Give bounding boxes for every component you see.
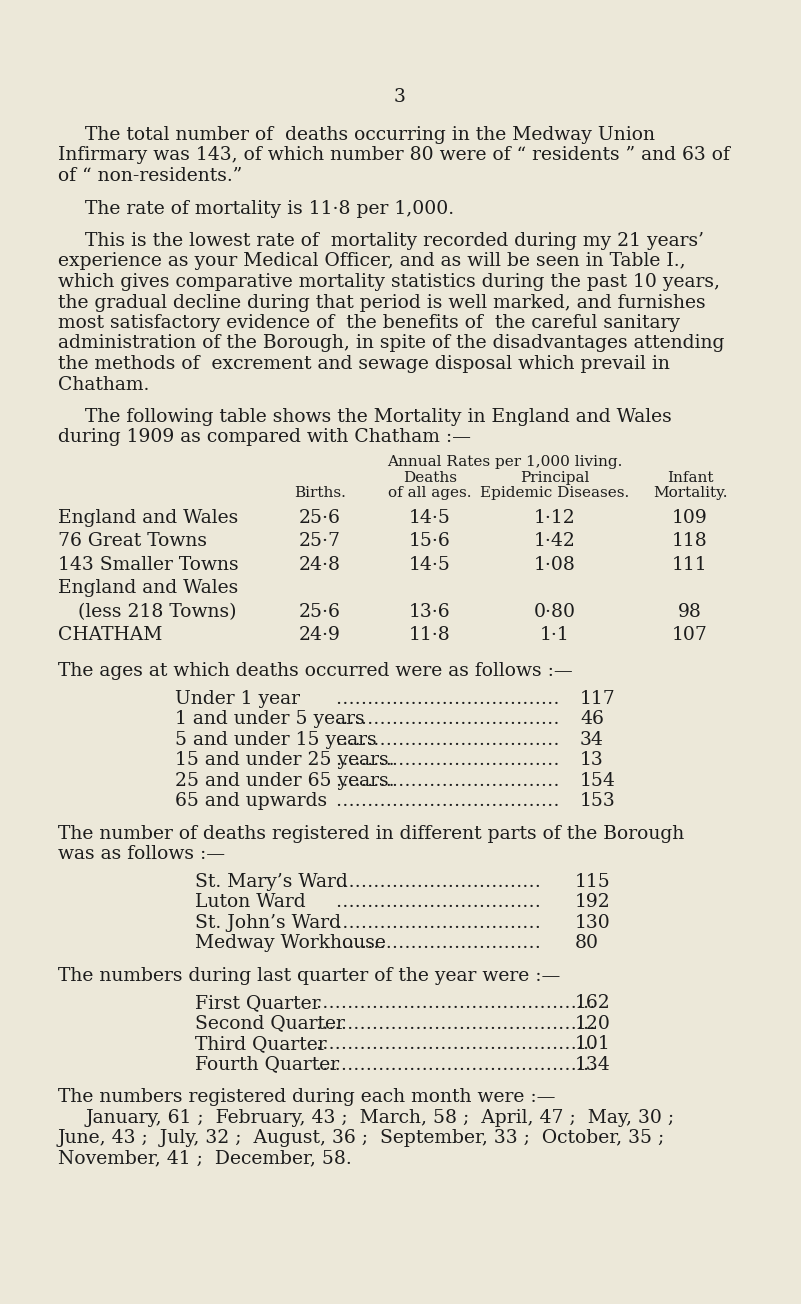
Text: 25·6: 25·6 [299, 509, 341, 527]
Text: The numbers registered during each month were :—: The numbers registered during each month… [58, 1088, 556, 1106]
Text: 1·42: 1·42 [534, 532, 576, 550]
Text: 0·80: 0·80 [534, 602, 576, 621]
Text: January, 61 ;  February, 43 ;  March, 58 ;  April, 47 ;  May, 30 ;: January, 61 ; February, 43 ; March, 58 ;… [85, 1108, 674, 1127]
Text: 34: 34 [580, 730, 604, 748]
Text: 192: 192 [575, 893, 610, 911]
Text: of “ non-residents.”: of “ non-residents.” [58, 167, 242, 185]
Text: which gives comparative mortality statistics during the past 10 years,: which gives comparative mortality statis… [58, 273, 720, 291]
Text: ……………………………: …………………………… [330, 872, 547, 891]
Text: The rate of mortality is 11·8 per 1,000.: The rate of mortality is 11·8 per 1,000. [85, 200, 454, 218]
Text: Mortality.: Mortality. [653, 486, 727, 499]
Text: The numbers during last quarter of the year were :—: The numbers during last quarter of the y… [58, 966, 561, 985]
Text: experience as your Medical Officer, and as will be seen in Table I.,: experience as your Medical Officer, and … [58, 253, 686, 270]
Text: ………………………………………: ……………………………………… [310, 1035, 602, 1054]
Text: Chatham.: Chatham. [58, 376, 149, 394]
Text: 118: 118 [672, 532, 708, 550]
Text: 1·08: 1·08 [534, 556, 576, 574]
Text: Infant: Infant [666, 471, 713, 485]
Text: Second Quarter: Second Quarter [195, 1015, 345, 1033]
Text: Fourth Quarter: Fourth Quarter [195, 1055, 339, 1073]
Text: Third Quarter: Third Quarter [195, 1035, 327, 1054]
Text: ………………………………………: ……………………………………… [310, 994, 602, 1012]
Text: ………………………………: ……………………………… [330, 751, 566, 769]
Text: 111: 111 [672, 556, 708, 574]
Text: 162: 162 [575, 994, 610, 1012]
Text: England and Wales: England and Wales [58, 509, 238, 527]
Text: Deaths: Deaths [403, 471, 457, 485]
Text: 25·7: 25·7 [299, 532, 341, 550]
Text: England and Wales: England and Wales [58, 579, 238, 597]
Text: 154: 154 [580, 772, 616, 789]
Text: 15·6: 15·6 [409, 532, 451, 550]
Text: 65 and upwards: 65 and upwards [175, 792, 327, 810]
Text: 107: 107 [672, 626, 708, 644]
Text: This is the lowest rate of  mortality recorded during my 21 years’: This is the lowest rate of mortality rec… [85, 232, 704, 250]
Text: 25 and under 65 years.: 25 and under 65 years. [175, 772, 395, 789]
Text: ……………………………: …………………………… [330, 893, 547, 911]
Text: 13·6: 13·6 [409, 602, 451, 621]
Text: Medway Workhouse: Medway Workhouse [195, 934, 386, 952]
Text: ………………………………………: ……………………………………… [310, 1055, 602, 1073]
Text: 14·5: 14·5 [409, 556, 451, 574]
Text: ………………………………: ……………………………… [330, 690, 566, 708]
Text: 1 and under 5 years: 1 and under 5 years [175, 709, 364, 728]
Text: ………………………………: ……………………………… [330, 730, 566, 748]
Text: administration of the Borough, in spite of the disadvantages attending: administration of the Borough, in spite … [58, 335, 724, 352]
Text: First Quarter: First Quarter [195, 994, 320, 1012]
Text: ……………………………: …………………………… [330, 914, 547, 931]
Text: ………………………………: ……………………………… [330, 792, 566, 810]
Text: 15 and under 25 years.: 15 and under 25 years. [175, 751, 395, 769]
Text: the methods of  excrement and sewage disposal which prevail in: the methods of excrement and sewage disp… [58, 355, 670, 373]
Text: 46: 46 [580, 709, 604, 728]
Text: 143 Smaller Towns: 143 Smaller Towns [58, 556, 239, 574]
Text: 13: 13 [580, 751, 604, 769]
Text: 24·8: 24·8 [299, 556, 341, 574]
Text: ………………………………………: ……………………………………… [310, 1015, 602, 1033]
Text: (less 218 Towns): (less 218 Towns) [78, 602, 236, 621]
Text: St. John’s Ward: St. John’s Ward [195, 914, 341, 931]
Text: ……………………………: …………………………… [330, 934, 547, 952]
Text: 1·1: 1·1 [540, 626, 570, 644]
Text: 153: 153 [580, 792, 616, 810]
Text: most satisfactory evidence of  the benefits of  the careful sanitary: most satisfactory evidence of the benefi… [58, 314, 680, 333]
Text: was as follows :—: was as follows :— [58, 845, 225, 863]
Text: ………………………………: ……………………………… [330, 709, 566, 728]
Text: The ages at which deaths occurred were as follows :—: The ages at which deaths occurred were a… [58, 662, 573, 679]
Text: 76 Great Towns: 76 Great Towns [58, 532, 207, 550]
Text: 1·12: 1·12 [534, 509, 576, 527]
Text: 14·5: 14·5 [409, 509, 451, 527]
Text: Principal: Principal [521, 471, 590, 485]
Text: June, 43 ;  July, 32 ;  August, 36 ;  September, 33 ;  October, 35 ;: June, 43 ; July, 32 ; August, 36 ; Septe… [58, 1129, 666, 1148]
Text: The following table shows the Mortality in England and Wales: The following table shows the Mortality … [85, 408, 672, 426]
Text: Infirmary was 143, of which number 80 were of “ residents ” and 63 of: Infirmary was 143, of which number 80 we… [58, 146, 730, 164]
Text: CHATHAM: CHATHAM [58, 626, 163, 644]
Text: 109: 109 [672, 509, 708, 527]
Text: Luton Ward: Luton Ward [195, 893, 306, 911]
Text: The total number of  deaths occurring in the Medway Union: The total number of deaths occurring in … [85, 126, 655, 143]
Text: 3: 3 [394, 87, 406, 106]
Text: 24·9: 24·9 [299, 626, 341, 644]
Text: the gradual decline during that period is well marked, and furnishes: the gradual decline during that period i… [58, 293, 706, 312]
Text: of all ages.: of all ages. [388, 486, 472, 499]
Text: during 1909 as compared with Chatham :—: during 1909 as compared with Chatham :— [58, 429, 471, 446]
Text: ………………………………: ……………………………… [330, 772, 566, 789]
Text: 134: 134 [575, 1055, 610, 1073]
Text: 98: 98 [678, 602, 702, 621]
Text: 80: 80 [575, 934, 599, 952]
Text: November, 41 ;  December, 58.: November, 41 ; December, 58. [58, 1150, 352, 1167]
Text: 25·6: 25·6 [299, 602, 341, 621]
Text: The number of deaths registered in different parts of the Borough: The number of deaths registered in diffe… [58, 824, 684, 842]
Text: 101: 101 [575, 1035, 610, 1054]
Text: 117: 117 [580, 690, 616, 708]
Text: Annual Rates per 1,000 living.: Annual Rates per 1,000 living. [388, 455, 622, 469]
Text: 5 and under 15 years: 5 and under 15 years [175, 730, 376, 748]
Text: 120: 120 [575, 1015, 611, 1033]
Text: Births.: Births. [294, 486, 346, 499]
Text: 115: 115 [575, 872, 610, 891]
Text: St. Mary’s Ward: St. Mary’s Ward [195, 872, 348, 891]
Text: 130: 130 [575, 914, 610, 931]
Text: Under 1 year: Under 1 year [175, 690, 300, 708]
Text: 11·8: 11·8 [409, 626, 451, 644]
Text: Epidemic Diseases.: Epidemic Diseases. [481, 486, 630, 499]
